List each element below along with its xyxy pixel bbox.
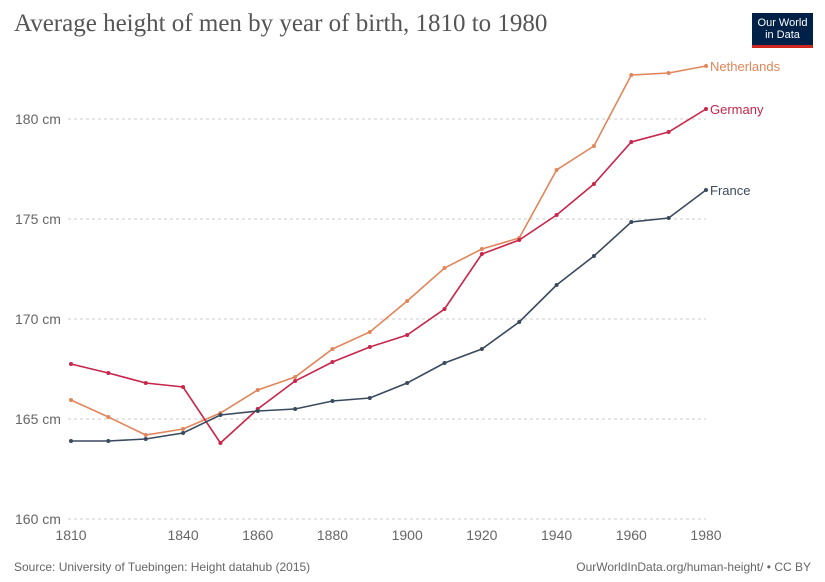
data-point <box>704 107 708 111</box>
data-point <box>704 64 708 68</box>
data-point <box>629 140 634 144</box>
data-point <box>330 399 335 403</box>
y-tick-label: 180 cm <box>15 111 61 127</box>
data-point <box>442 361 447 365</box>
y-tick-label: 165 cm <box>15 411 61 427</box>
data-point <box>666 130 671 134</box>
data-point <box>367 330 372 334</box>
y-tick-label: 160 cm <box>15 511 61 527</box>
x-tick-label: 1960 <box>616 527 647 543</box>
data-point <box>181 427 186 431</box>
data-point <box>106 439 111 443</box>
data-point <box>293 379 298 383</box>
x-tick-label: 1900 <box>392 527 423 543</box>
x-tick-label: 1860 <box>242 527 273 543</box>
series-label-netherlands: Netherlands <box>710 59 781 74</box>
data-point <box>143 437 148 441</box>
y-tick-label: 170 cm <box>15 311 61 327</box>
data-point <box>479 252 484 256</box>
data-point <box>255 388 260 392</box>
owid-logo[interactable]: Our World in Data <box>752 13 813 48</box>
data-point <box>629 220 634 224</box>
data-point <box>330 347 335 351</box>
data-point <box>330 360 335 364</box>
data-point <box>554 168 559 172</box>
data-point <box>181 431 186 435</box>
data-point <box>704 188 708 192</box>
data-point <box>591 144 596 148</box>
data-point <box>293 375 298 379</box>
data-point <box>405 381 410 385</box>
x-tick-label: 1880 <box>317 527 348 543</box>
data-point <box>69 398 73 402</box>
data-point <box>666 216 671 220</box>
x-tick-label: 1810 <box>55 527 86 543</box>
series-line-germany <box>70 108 707 445</box>
data-point <box>479 247 484 251</box>
x-tick-label: 1920 <box>466 527 497 543</box>
data-point <box>218 413 223 417</box>
data-point <box>293 407 298 411</box>
data-point <box>442 266 447 270</box>
y-tick-label: 175 cm <box>15 211 61 227</box>
data-point <box>106 371 111 375</box>
x-tick-label: 1940 <box>541 527 572 543</box>
data-point <box>367 396 372 400</box>
x-tick-label: 1980 <box>690 527 721 543</box>
data-point <box>405 299 410 303</box>
data-point <box>442 307 447 311</box>
data-point <box>106 415 111 419</box>
data-point <box>181 385 186 389</box>
x-tick-label: 1840 <box>167 527 198 543</box>
data-point <box>591 254 596 258</box>
series-label-france: France <box>710 183 750 198</box>
data-point <box>69 439 73 443</box>
data-point <box>405 333 410 337</box>
data-point <box>554 213 559 217</box>
data-point <box>143 381 148 385</box>
data-point <box>69 362 73 366</box>
data-point <box>517 320 522 324</box>
logo-line2: in Data <box>765 29 800 41</box>
data-point <box>554 283 559 287</box>
series-line-netherlands <box>70 65 707 436</box>
chart-title: Average height of men by year of birth, … <box>14 10 548 37</box>
logo-line1: Our World <box>757 17 808 29</box>
data-point <box>255 409 260 413</box>
data-point <box>666 71 671 75</box>
data-point <box>218 441 223 445</box>
data-point <box>367 345 372 349</box>
credit-link[interactable]: OurWorldInData.org/human-height/ • CC BY <box>576 560 811 574</box>
data-point <box>479 347 484 351</box>
series-line-france <box>71 189 707 442</box>
data-point <box>517 238 522 242</box>
source-note: Source: University of Tuebingen: Height … <box>14 560 311 574</box>
data-point <box>629 73 634 77</box>
data-point <box>143 433 148 437</box>
series-label-germany: Germany <box>710 102 764 117</box>
data-point <box>591 182 596 186</box>
